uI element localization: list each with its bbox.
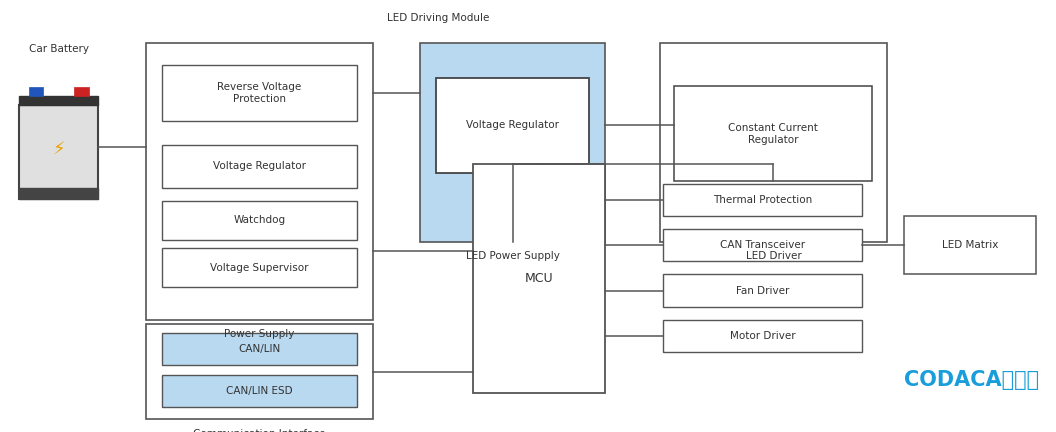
Text: Car Battery: Car Battery — [29, 44, 89, 54]
Bar — [674, 86, 872, 181]
Text: Voltage Regulator: Voltage Regulator — [212, 161, 306, 172]
Text: LED Power Supply: LED Power Supply — [466, 251, 560, 261]
Bar — [420, 43, 605, 242]
Bar — [663, 229, 862, 261]
Bar — [162, 248, 357, 287]
Text: Communication Interface: Communication Interface — [193, 429, 325, 432]
Bar — [162, 65, 357, 121]
Text: Thermal Protection: Thermal Protection — [713, 195, 812, 205]
Text: CAN/LIN ESD: CAN/LIN ESD — [226, 386, 293, 396]
Text: Power Supply: Power Supply — [224, 329, 295, 339]
Text: LED Driver: LED Driver — [746, 251, 802, 261]
Text: Motor Driver: Motor Driver — [730, 331, 795, 341]
Bar — [436, 78, 589, 173]
Bar — [146, 324, 373, 419]
Text: Voltage Regulator: Voltage Regulator — [466, 120, 560, 130]
Bar — [146, 43, 373, 320]
Text: Watchdog: Watchdog — [233, 215, 285, 226]
Bar — [74, 87, 89, 96]
Text: CAN/LIN: CAN/LIN — [238, 344, 281, 354]
Bar — [162, 145, 357, 188]
Text: Reverse Voltage
Protection: Reverse Voltage Protection — [218, 82, 301, 104]
Text: Voltage Supervisor: Voltage Supervisor — [210, 263, 308, 273]
Bar — [660, 43, 887, 242]
Text: ⚡: ⚡ — [53, 140, 64, 159]
Text: LED Matrix: LED Matrix — [942, 240, 998, 250]
Text: CAN Transceiver: CAN Transceiver — [720, 240, 805, 250]
Bar — [19, 105, 98, 199]
Text: MCU: MCU — [525, 272, 553, 285]
Bar — [162, 375, 357, 407]
Bar — [663, 184, 862, 216]
Text: CODACA科达嘉: CODACA科达嘉 — [904, 370, 1039, 390]
Bar — [904, 216, 1036, 274]
Bar — [19, 96, 98, 105]
Bar — [663, 274, 862, 307]
Bar — [473, 164, 605, 393]
Bar — [162, 333, 357, 365]
Bar — [663, 320, 862, 352]
Text: Fan Driver: Fan Driver — [736, 286, 789, 295]
Text: Constant Current
Regulator: Constant Current Regulator — [728, 123, 818, 145]
Bar — [19, 188, 98, 199]
Bar — [162, 201, 357, 240]
Bar — [29, 87, 42, 96]
Text: LED Driving Module: LED Driving Module — [388, 13, 489, 23]
